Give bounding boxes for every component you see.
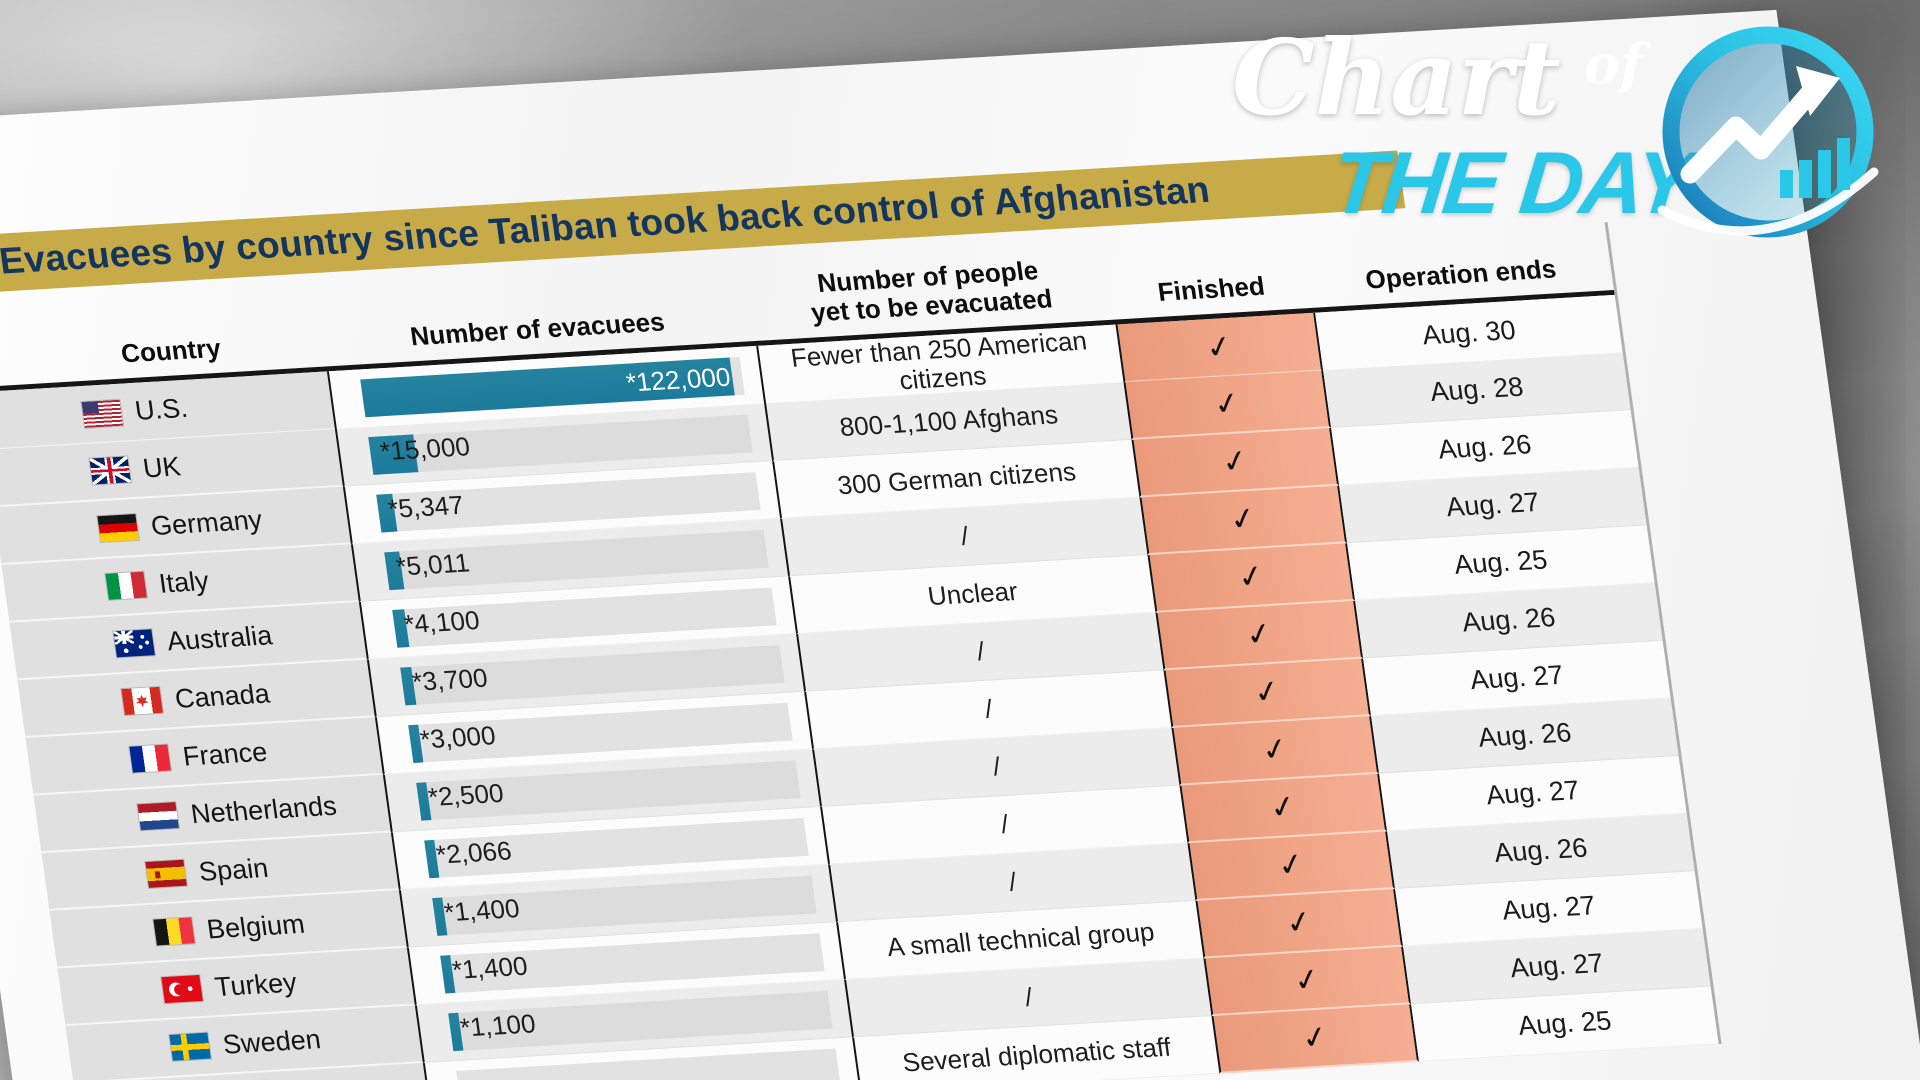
country-label: Germany: [148, 504, 264, 541]
remaining-label: /: [1022, 981, 1035, 1013]
country-label: Netherlands: [188, 790, 339, 829]
operation-ends-label: Aug. 26: [1460, 602, 1558, 638]
be-flag-icon: [153, 917, 195, 946]
operation-ends-label: Aug. 27: [1468, 659, 1566, 696]
check-icon: ✓: [1250, 672, 1284, 712]
country-label: Belgium: [204, 908, 307, 945]
evacuees-value-label: *15,000: [378, 430, 472, 467]
it-flag-icon: [105, 571, 147, 600]
evacuees-value-label: *5,011: [394, 547, 472, 582]
operation-ends-label: Aug. 26: [1476, 717, 1574, 753]
check-icon: ✓: [1290, 960, 1324, 1000]
check-icon: ✓: [1218, 442, 1253, 481]
evacuees-value-label: *1,400: [442, 892, 522, 928]
country-label: Italy: [156, 565, 211, 599]
remaining-label: /: [958, 520, 971, 552]
remaining-label: 800-1,100 Afghans: [837, 399, 1060, 443]
chart-of-the-day-logo: Chart of THE DAY: [1232, 14, 1892, 264]
remaining-label: A small technical group: [885, 916, 1157, 963]
check-icon: ✓: [1202, 327, 1237, 367]
evacuees-value-label: *3,700: [410, 662, 490, 697]
country-label: UK: [140, 451, 183, 484]
nl-flag-icon: [137, 802, 179, 831]
de-flag-icon: [97, 514, 139, 543]
remaining-label: /: [982, 693, 995, 725]
country-label: Sweden: [220, 1023, 323, 1060]
operation-ends-label: Aug. 30: [1420, 314, 1518, 351]
operation-ends-label: Aug. 26: [1492, 832, 1590, 869]
us-flag-icon: [81, 399, 124, 428]
evacuees-table: Country Number of evacuees Number of peo…: [0, 222, 1722, 1080]
country-label: Australia: [164, 619, 274, 657]
check-icon: ✓: [1266, 787, 1300, 827]
evacuees-value-label: [466, 1070, 470, 1080]
es-flag-icon: [145, 860, 187, 889]
remaining-label: /: [990, 751, 1003, 782]
evacuees-value-label: *4,100: [402, 604, 482, 639]
country-label: U.S.: [133, 393, 190, 427]
operation-ends-label: Aug. 27: [1484, 775, 1582, 811]
se-flag-icon: [169, 1032, 211, 1061]
country-label: Canada: [172, 678, 272, 714]
fr-flag-icon: [129, 744, 171, 773]
remaining-label: 300 German citizens: [835, 456, 1078, 501]
tr-flag-icon: [161, 975, 203, 1004]
ca-flag-icon: [121, 687, 163, 716]
operation-ends-label: Aug. 27: [1444, 487, 1542, 523]
operation-ends-label: Aug. 25: [1516, 1005, 1614, 1042]
check-icon: ✓: [1234, 557, 1269, 597]
operation-ends-label: Aug. 26: [1436, 429, 1534, 465]
check-icon: ✓: [1226, 499, 1261, 539]
uk-flag-icon: [89, 456, 131, 485]
check-icon: ✓: [1274, 845, 1308, 885]
remaining-label: /: [998, 809, 1011, 840]
table-body: U.S. *122,000 Fewer than 250 American ci…: [0, 295, 1719, 1080]
remaining-label: /: [974, 636, 987, 667]
check-icon: ✓: [1210, 384, 1245, 424]
evacuees-value-label: *122,000: [624, 361, 733, 398]
country-label: Spain: [196, 852, 271, 887]
logo-word-of: of: [1584, 32, 1644, 96]
evacuees-value-label: *5,347: [386, 489, 466, 524]
evacuees-value-label: *3,000: [418, 719, 498, 755]
remaining-label: /: [1006, 866, 1019, 897]
check-icon: ✓: [1258, 730, 1292, 769]
evacuees-value-label: *1,100: [458, 1008, 538, 1043]
trending-up-chart-icon: [1657, 26, 1879, 238]
evacuees-value-label: *2,066: [434, 835, 514, 870]
finished-cell: ✓: [1211, 1004, 1420, 1074]
country-label: France: [180, 736, 269, 772]
logo-word-chart: Chart: [1232, 16, 1561, 139]
operation-ends-label: Aug. 27: [1508, 948, 1606, 984]
operation-ends-label: Aug. 27: [1500, 890, 1598, 926]
country-label: Turkey: [212, 967, 299, 1002]
logo-word-the-day: THE DAY: [1326, 133, 1696, 232]
operation-ends-label: Aug. 25: [1452, 544, 1550, 581]
check-icon: ✓: [1298, 1018, 1332, 1058]
remaining-label: Several diplomatic staff: [900, 1031, 1173, 1078]
check-icon: ✓: [1282, 903, 1316, 942]
au-flag-icon: [113, 629, 155, 658]
evacuees-value-label: *2,500: [426, 777, 506, 812]
check-icon: ✓: [1242, 615, 1277, 654]
remaining-label: Unclear: [925, 576, 1020, 612]
evacuees-value-label: *1,400: [450, 950, 530, 985]
operation-ends-label: Aug. 28: [1428, 371, 1526, 408]
